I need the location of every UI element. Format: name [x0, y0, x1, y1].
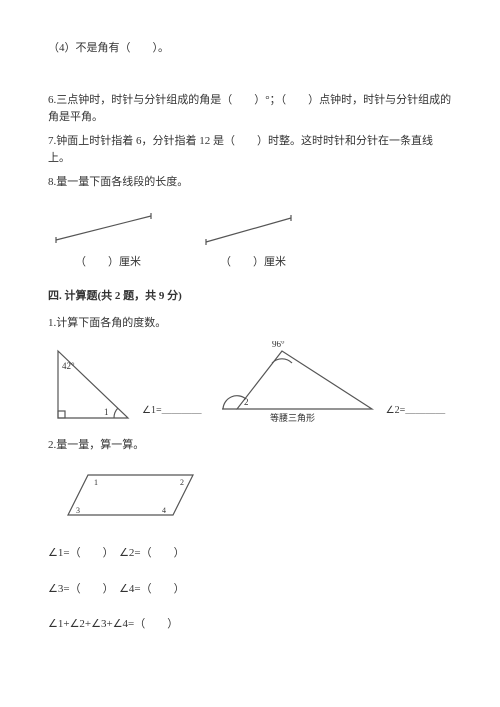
cm-label-2: （ ）厘米	[198, 254, 308, 272]
answer-line-3: ∠1+∠2+∠3+∠4=（ ）	[48, 616, 452, 634]
angle-1-label: 1	[104, 407, 109, 417]
parallelogram-figure: 1 2 3 4	[58, 467, 208, 532]
question-4-2: 2.量一量，算一算。	[48, 437, 452, 455]
answer-line-2: ∠3=（ ） ∠4=（ ）	[48, 581, 452, 599]
question-6: 6.三点钟时，时针与分针组成的角是（ ）°；（ ）点钟时，时针与分针组成的角是平…	[48, 92, 452, 127]
angle-1-equation: ∠1=＿＿＿＿	[142, 403, 202, 419]
section-4-title: 四. 计算题(共 2 题，共 9 分)	[48, 288, 452, 306]
triangle-figures: 42° 1 ∠1=＿＿＿＿ 96° 2 等腰三角形 ∠2=＿＿＿＿	[48, 341, 452, 425]
p-angle-3: 3	[76, 506, 80, 515]
right-triangle: 42° 1	[48, 343, 138, 425]
angle-96-label: 96°	[272, 341, 285, 349]
p-angle-4: 4	[162, 506, 166, 515]
question-4-1: 1.计算下面各角的度数。	[48, 315, 452, 333]
iso-triangle-label: 等腰三角形	[270, 412, 315, 423]
cm-label-1: （ ）厘米	[48, 254, 168, 272]
answer-line-1: ∠1=（ ） ∠2=（ ）	[48, 545, 452, 563]
line-segment-2: （ ）厘米	[198, 208, 308, 272]
question-8: 8.量一量下面各线段的长度。	[48, 174, 452, 192]
p-angle-1: 1	[94, 478, 98, 487]
p-angle-2: 2	[180, 478, 184, 487]
isosceles-triangle: 96° 2 等腰三角形	[222, 341, 382, 425]
question-7: 7.钟面上时针指着 6，分针指着 12 是（ ）时整。这时时针和分针在一条直线上…	[48, 133, 452, 168]
line-segment-figures: （ ）厘米 （ ）厘米	[48, 204, 452, 272]
line-segment-1: （ ）厘米	[48, 204, 168, 272]
angle-2-equation: ∠2=＿＿＿＿	[386, 403, 446, 419]
angle-42-label: 42°	[62, 361, 75, 371]
question-4: （4）不是角有（ ）。	[48, 40, 452, 58]
angle-2-label: 2	[244, 397, 249, 407]
